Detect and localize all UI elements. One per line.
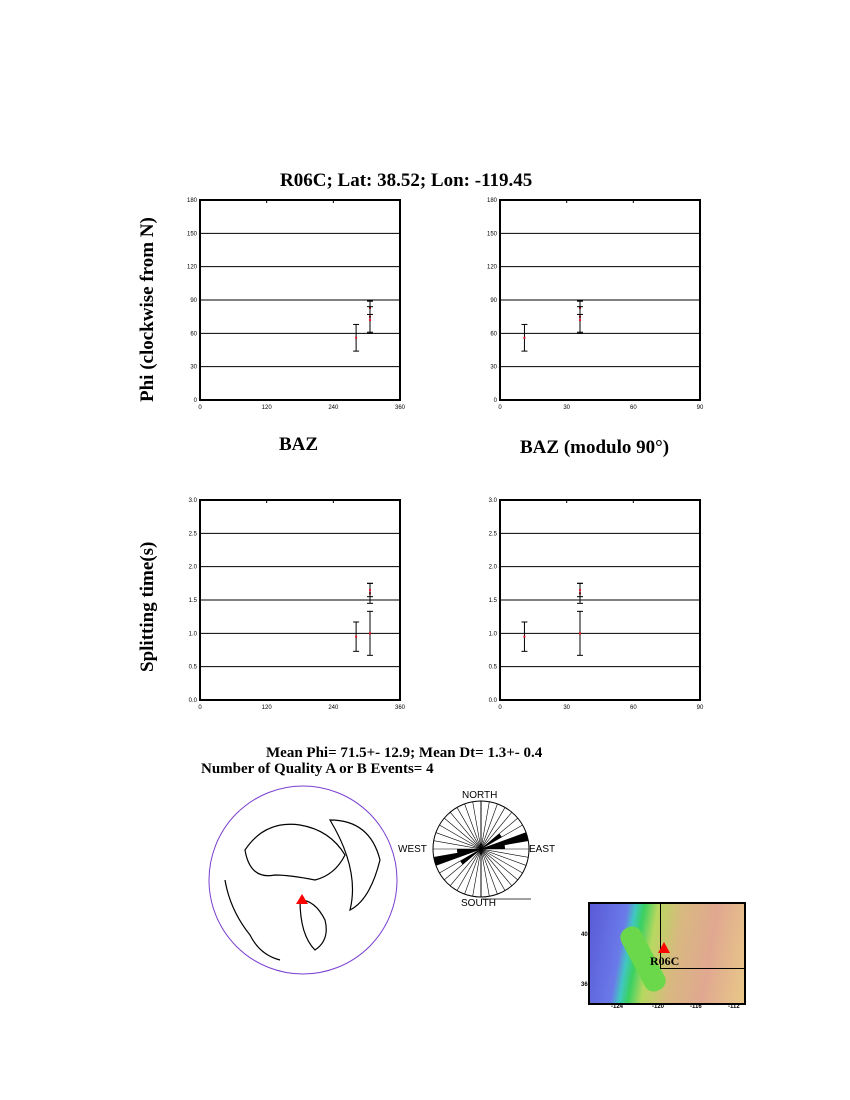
data-point [579,632,581,635]
map-lat-tick: 36 [581,982,588,988]
map-lon-tick: -116 [690,1004,702,1010]
y-tick-label: 0 [494,398,498,404]
chart-0: 0 30 60 90 120 150 180 0 120 240 360 [187,198,406,411]
y-tick-label: 30 [190,365,197,371]
summary-mean: Mean Phi= 71.5+- 12.9; Mean Dt= 1.3+- 0.… [266,745,543,761]
y-tick-label: 180 [187,198,198,204]
data-point [523,635,526,638]
regional-map: R06C [588,902,746,1005]
data-point [579,319,581,321]
x-tick-label: 60 [630,405,637,411]
x-tick-label: 120 [262,705,273,711]
x-tick-label: 30 [563,405,570,411]
y-tick-label: 60 [190,331,197,337]
y-tick-label: 120 [187,265,198,271]
chart-1: 0 30 60 90 120 150 180 0 30 60 90 [487,198,704,411]
map-lon-tick: -120 [652,1004,665,1010]
y-tick-label: 1.0 [189,631,198,637]
x-tick-label: 0 [498,405,502,411]
x-tick-label: 240 [328,705,339,711]
x-tick-label: 90 [697,705,704,711]
y-tick-label: 1.5 [189,598,198,604]
plot-frame [199,499,401,701]
x-tick-label: 360 [395,705,406,711]
y-tick-label: 0 [194,398,198,404]
rose-east-label: EAST [529,844,556,855]
y-tick-label: 30 [490,365,497,371]
map-lat-tick: 40 [581,932,588,938]
y-tick-label: 1.0 [489,631,498,637]
x-axis-label-baz-mod: BAZ (modulo 90°) [520,437,670,458]
plot-frame [499,199,701,401]
y-tick-label: 90 [490,298,497,304]
data-point [369,319,371,321]
y-tick-label: 120 [487,265,498,271]
y-tick-label: 150 [187,231,198,237]
y-tick-label: 2.5 [489,531,498,537]
y-tick-label: 2.0 [489,565,498,571]
x-axis-label-baz: BAZ [279,434,319,455]
x-tick-label: 0 [498,705,502,711]
y-tick-label: 2.0 [189,565,198,571]
rose-south-label: SOUTH [461,898,496,909]
x-tick-label: 0 [198,405,202,411]
plot-frame [499,499,701,701]
y-tick-label: 3.0 [189,498,198,504]
chart-2: 0.0 0.5 1.0 1.5 2.0 2.5 3.0 0 120 240 360 [189,498,406,711]
y-tick-label: 0.0 [489,698,498,704]
y-tick-label: 0.5 [489,665,498,671]
x-tick-label: 30 [563,705,570,711]
y-tick-label: 0.0 [189,698,198,704]
y-tick-label: 60 [490,331,497,337]
map-lon-tick: -124 [611,1004,624,1010]
x-tick-label: 360 [395,405,406,411]
data-point [579,589,581,591]
plot-frame [199,199,401,401]
y-tick-label: 90 [190,298,197,304]
data-point [523,336,526,339]
data-point [355,336,358,339]
x-tick-label: 0 [198,705,202,711]
chart-3: 0.0 0.5 1.0 1.5 2.0 2.5 3.0 0 30 60 90 [489,498,704,711]
y-tick-label: 3.0 [489,498,498,504]
data-point [369,589,371,591]
station-marker-map [658,942,670,953]
x-tick-label: 120 [262,405,273,411]
x-tick-label: 90 [697,405,704,411]
rose-north-label: NORTH [462,790,498,801]
data-point [369,632,371,635]
x-tick-label: 60 [630,705,637,711]
y-tick-label: 0.5 [189,665,198,671]
y-tick-label: 1.5 [489,598,498,604]
y-tick-label: 150 [487,231,498,237]
figure-title: R06C; Lat: 38.52; Lon: -119.45 [280,170,533,191]
map-lon-tick: -112 [728,1004,740,1010]
x-tick-label: 240 [328,405,339,411]
rose-west-label: WEST [398,844,427,855]
data-point [355,635,358,638]
y-tick-label: 180 [487,198,498,204]
station-label: R06C [650,954,680,968]
y-tick-label: 2.5 [189,531,198,537]
summary-count: Number of Quality A or B Events= 4 [201,761,434,777]
